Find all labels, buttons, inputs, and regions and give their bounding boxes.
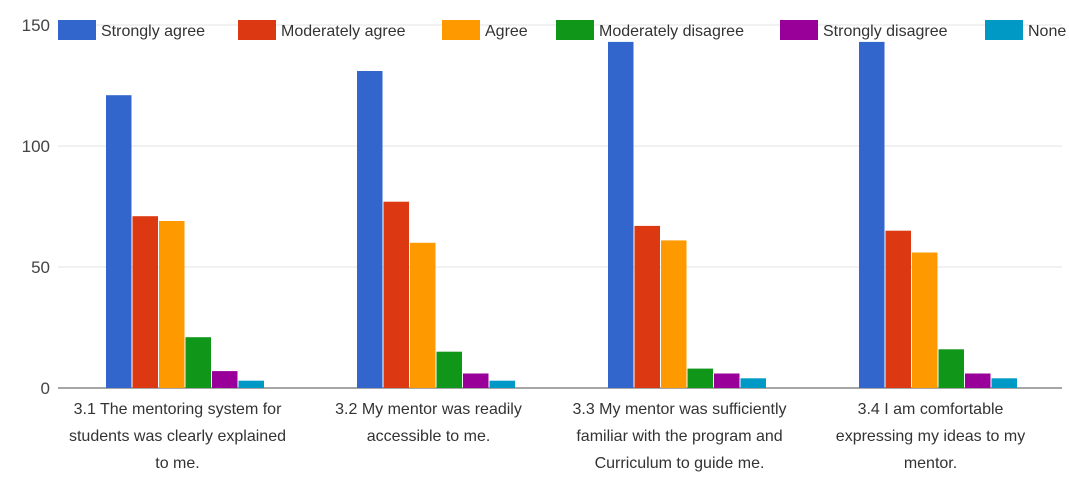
legend-swatch — [238, 20, 276, 40]
legend-swatch — [442, 20, 480, 40]
x-category-label-line: students was clearly explained — [69, 428, 286, 445]
bar-strongly-agree — [608, 41, 634, 389]
x-category-label-line: expressing my ideas to my — [836, 428, 1025, 445]
bar-none — [489, 380, 515, 388]
legend-swatch — [556, 20, 594, 40]
bar-none — [991, 378, 1017, 388]
x-category-label-line: to me. — [155, 455, 199, 472]
bar-strongly-disagree — [714, 373, 740, 388]
legend-item: Moderately disagree — [556, 20, 744, 40]
bar-moderately-disagree — [436, 351, 462, 388]
bar-moderately-agree — [383, 201, 409, 388]
bar-agree — [912, 252, 938, 388]
legend-item: Strongly agree — [58, 20, 205, 40]
legend-swatch — [780, 20, 818, 40]
y-tick-label: 0 — [41, 379, 50, 398]
legend-item: None — [985, 20, 1066, 40]
bar-strongly-agree — [106, 95, 132, 388]
y-tick-label: 50 — [31, 258, 50, 277]
legend-label: Moderately disagree — [599, 23, 744, 40]
x-category-label-line: mentor. — [904, 455, 957, 472]
bar-agree — [410, 242, 436, 388]
y-tick-label: 100 — [22, 137, 50, 156]
bar-moderately-agree — [132, 216, 158, 388]
bar-strongly-disagree — [965, 373, 991, 388]
bar-strongly-disagree — [463, 373, 489, 388]
x-category-label-line: 3.4 I am comfortable — [858, 401, 1004, 418]
legend-label: Agree — [485, 23, 528, 40]
x-category-label-line: 3.2 My mentor was readily — [335, 401, 522, 418]
bar-strongly-disagree — [212, 371, 238, 388]
bar-strongly-agree — [357, 71, 383, 388]
legend-item: Agree — [442, 20, 528, 40]
bar-moderately-agree — [885, 230, 911, 388]
x-category-label: 3.2 My mentor was readily accessible to m… — [335, 401, 522, 445]
legend-label: Moderately agree — [281, 23, 406, 40]
bar-none — [238, 380, 264, 388]
bar-strongly-agree — [859, 41, 885, 389]
x-category-label-line: Curriculum to guide me. — [595, 455, 765, 472]
bar-moderately-agree — [634, 225, 660, 388]
x-category-label: 3.1 The mentoring system for students was… — [69, 401, 286, 472]
bar-agree — [159, 221, 185, 388]
y-tick-label: 150 — [22, 16, 50, 35]
gridlines — [58, 24, 1062, 268]
x-axis-labels: 3.1 The mentoring system for students was… — [69, 401, 1025, 472]
legend-label: Strongly disagree — [823, 23, 948, 40]
bars — [106, 41, 1017, 389]
legend-swatch — [985, 20, 1023, 40]
bar-moderately-disagree — [687, 368, 713, 388]
bar-moderately-disagree — [185, 337, 211, 388]
x-category-label: 3.3 My mentor was sufficiently familiar w… — [572, 401, 786, 472]
legend-item: Moderately agree — [238, 20, 406, 40]
legend: Strongly agree Moderately agree Agree Moder… — [58, 20, 1066, 40]
x-category-label-line: accessible to me. — [367, 428, 491, 445]
legend-swatch — [58, 20, 96, 40]
x-category-label-line: 3.1 The mentoring system for — [74, 401, 282, 418]
bar-moderately-disagree — [938, 349, 964, 388]
x-category-label: 3.4 I am comfortable expressing my ideas … — [836, 401, 1025, 472]
legend-item: Strongly disagree — [780, 20, 948, 40]
x-category-label-line: familiar with the program and — [576, 428, 782, 445]
legend-label: None — [1028, 23, 1066, 40]
legend-label: Strongly agree — [101, 23, 205, 40]
bar-none — [740, 378, 766, 388]
x-category-label-line: 3.3 My mentor was sufficiently — [572, 401, 786, 418]
bar-agree — [661, 240, 687, 388]
